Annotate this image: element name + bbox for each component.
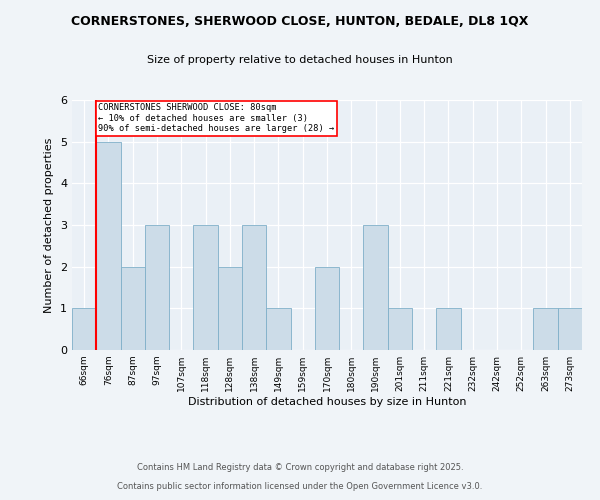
Bar <box>193 225 218 350</box>
Bar <box>533 308 558 350</box>
Bar <box>242 225 266 350</box>
Text: Size of property relative to detached houses in Hunton: Size of property relative to detached ho… <box>147 55 453 65</box>
Bar <box>72 308 96 350</box>
Bar <box>145 225 169 350</box>
Bar <box>218 266 242 350</box>
Text: CORNERSTONES SHERWOOD CLOSE: 80sqm
← 10% of detached houses are smaller (3)
90% : CORNERSTONES SHERWOOD CLOSE: 80sqm ← 10%… <box>98 104 334 133</box>
X-axis label: Distribution of detached houses by size in Hunton: Distribution of detached houses by size … <box>188 397 466 407</box>
Bar <box>96 142 121 350</box>
Text: Contains HM Land Registry data © Crown copyright and database right 2025.: Contains HM Land Registry data © Crown c… <box>137 464 463 472</box>
Text: Contains public sector information licensed under the Open Government Licence v3: Contains public sector information licen… <box>118 482 482 491</box>
Bar <box>315 266 339 350</box>
Text: CORNERSTONES, SHERWOOD CLOSE, HUNTON, BEDALE, DL8 1QX: CORNERSTONES, SHERWOOD CLOSE, HUNTON, BE… <box>71 15 529 28</box>
Bar <box>121 266 145 350</box>
Bar <box>558 308 582 350</box>
Bar <box>364 225 388 350</box>
Bar <box>388 308 412 350</box>
Y-axis label: Number of detached properties: Number of detached properties <box>44 138 55 312</box>
Bar <box>436 308 461 350</box>
Bar <box>266 308 290 350</box>
